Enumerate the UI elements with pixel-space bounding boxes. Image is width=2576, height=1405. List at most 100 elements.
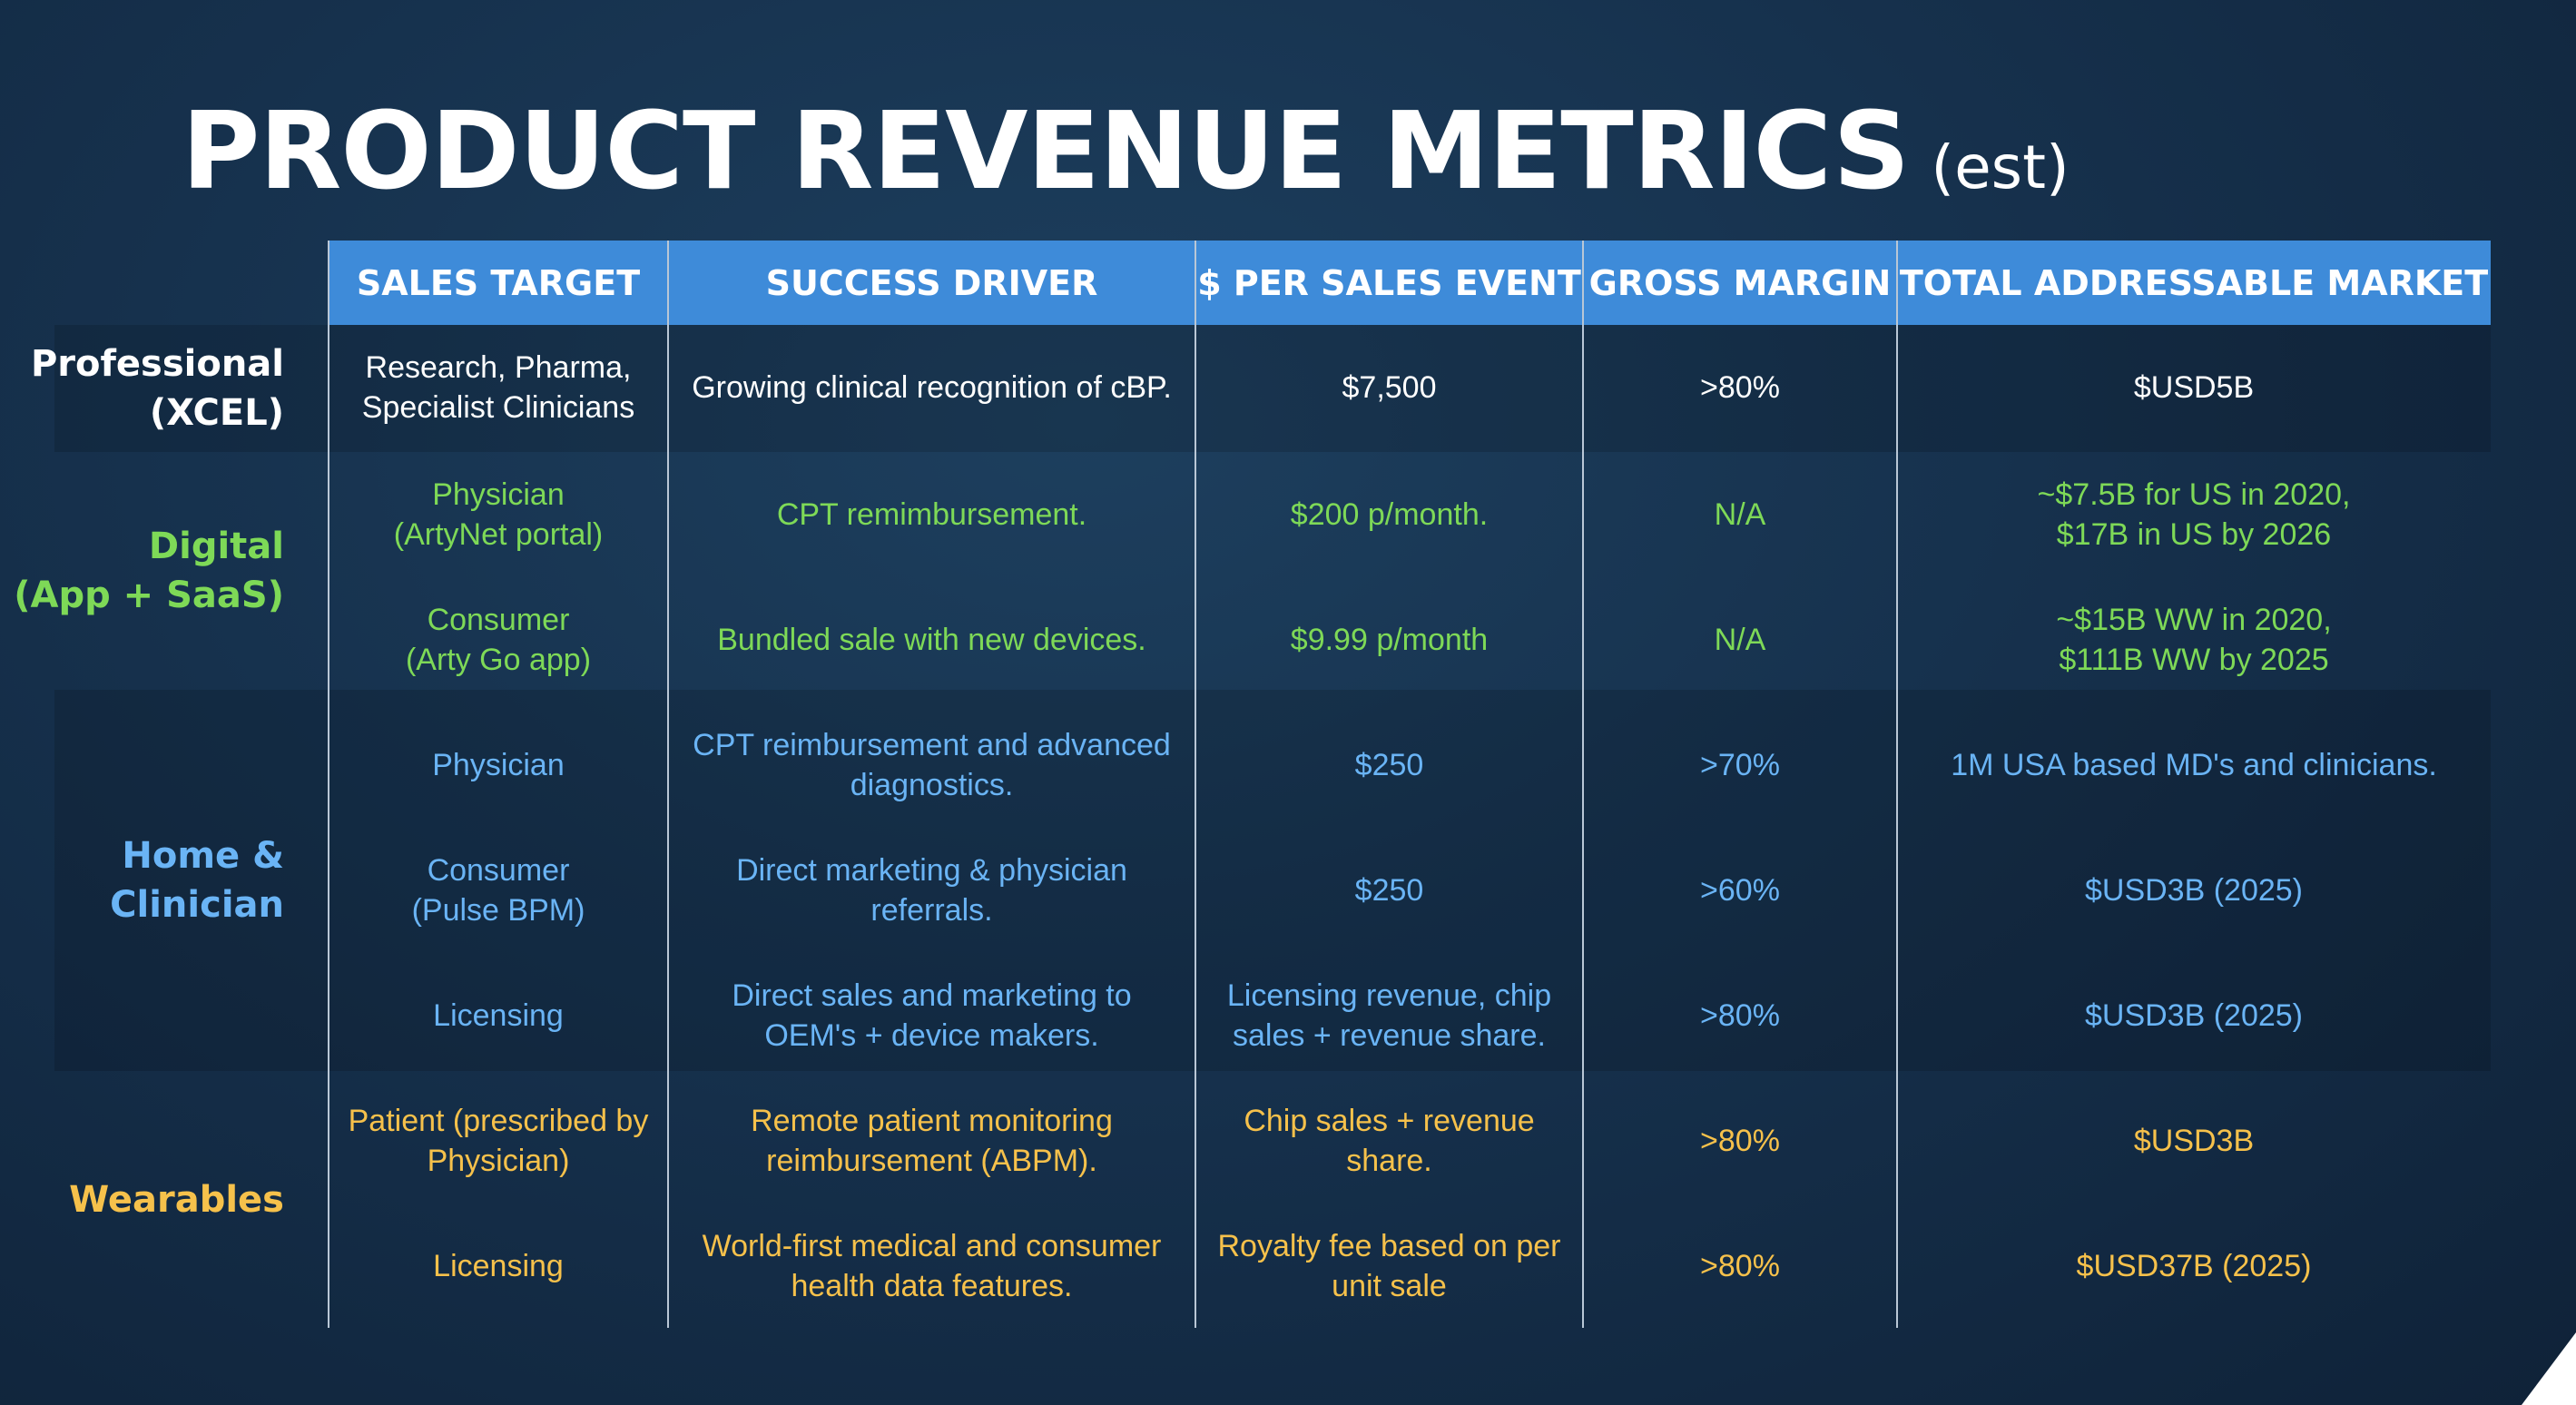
cell-per-sales-event: $250 [1195,702,1583,827]
cell-text: Royalty fee based on per unit sale [1217,1228,1561,1303]
cell-per-sales-event: $200 p/month. [1195,452,1583,576]
cell-text: N/A [1714,496,1766,532]
cell-text: $USD37B (2025) [2076,1248,2312,1283]
cell-gross-margin: >60% [1583,828,1897,952]
header-sales-target: SALES TARGET [356,262,641,303]
cell-text: Licensing [433,997,564,1033]
header-total-addressable-market: TOTAL ADDRESSABLE MARKET [1899,262,2489,303]
cell-total-addressable-market: $USD3B [1897,1078,2491,1203]
cell-sales-target: Physician [329,702,668,827]
cell-per-sales-event: Licensing revenue, chip sales + revenue s… [1195,953,1583,1077]
header-gross-margin: GROSS MARGIN [1588,262,1892,303]
cell-per-sales-event: Chip sales + revenue share. [1195,1078,1583,1203]
cell-sales-target: Licensing [329,953,668,1077]
header-per-sales-event: $ PER SALES EVENT [1197,262,1581,303]
group-label-line: Professional [30,343,284,385]
cell-text: Patient (prescribed by Physician) [348,1103,649,1178]
row-band-professional [54,325,2491,452]
cell-text: Physician [432,747,565,782]
cell-text: Growing clinical recognition of cBP. [692,369,1172,405]
cell-success-driver: CPT remimbursement. [668,452,1195,576]
group-label-line: Home & [122,835,284,877]
group-label-line: Wearables [69,1178,284,1221]
cell-sales-target: Consumer (Arty Go app) [329,577,668,702]
group-label-digital: Digital (App + SaaS) [0,452,284,690]
cell-sales-target: Patient (prescribed by Physician) [329,1078,668,1203]
cell-text: Chip sales + revenue share. [1244,1103,1535,1178]
cell-text: >80% [1700,997,1780,1033]
column-divider [667,241,669,1328]
cell-success-driver: World-first medical and consumer health d… [668,1204,1195,1328]
cell-text: >60% [1700,872,1780,908]
cell-text: Direct sales and marketing to OEM's + dev… [732,978,1132,1053]
cell-gross-margin: >80% [1583,953,1897,1077]
cell-text: Direct marketing & physician referrals. [736,852,1127,928]
cell-text: $USD3B (2025) [2084,872,2303,908]
cell-text: N/A [1714,622,1766,657]
cell-total-addressable-market: $USD37B (2025) [1897,1204,2491,1328]
cell-text: 1M USA based MD's and clinicians. [1951,747,2437,782]
cell-per-sales-event: Royalty fee based on per unit sale [1195,1204,1583,1328]
corner-decoration [2522,1332,2576,1405]
cell-text: >80% [1700,1248,1780,1283]
group-label-line: (XCEL) [149,392,284,434]
cell-text: Licensing revenue, chip sales + revenue s… [1226,978,1552,1053]
cell-gross-margin: >80% [1583,325,1897,449]
cell-sales-target: Consumer (Pulse BPM) [329,828,668,952]
cell-success-driver: Bundled sale with new devices. [668,577,1195,702]
cell-gross-margin: N/A [1583,452,1897,576]
group-label-line: Digital [148,526,284,567]
title-estimate-note: (est) [1931,133,2070,202]
cell-text: CPT remimbursement. [776,496,1087,532]
cell-total-addressable-market: 1M USA based MD's and clinicians. [1897,702,2491,827]
cell-success-driver: Growing clinical recognition of cBP. [668,325,1195,449]
cell-per-sales-event: $7,500 [1195,325,1583,449]
cell-sales-target: Licensing [329,1204,668,1328]
cell-gross-margin: >80% [1583,1078,1897,1203]
group-label-professional: Professional (XCEL) [0,325,284,452]
cell-per-sales-event: $9.99 p/month [1195,577,1583,702]
row-band-home-clinician [54,690,2491,1071]
group-label-line: (App + SaaS) [14,575,284,616]
cell-gross-margin: N/A [1583,577,1897,702]
cell-text: Consumer (Pulse BPM) [411,852,585,928]
cell-text: World-first medical and consumer health d… [702,1228,1162,1303]
cell-success-driver: Remote patient monitoring reimbursement (… [668,1078,1195,1203]
cell-text: Consumer (Arty Go app) [405,602,592,677]
cell-text: Licensing [433,1248,564,1283]
cell-total-addressable-market: $USD3B (2025) [1897,953,2491,1077]
cell-gross-margin: >80% [1583,1204,1897,1328]
cell-success-driver: Direct sales and marketing to OEM's + dev… [668,953,1195,1077]
cell-text: $250 [1354,747,1424,782]
cell-text: ~$15B WW in 2020, $111B WW by 2025 [2056,602,2332,677]
cell-total-addressable-market: ~$15B WW in 2020, $111B WW by 2025 [1897,577,2491,702]
cell-text: >80% [1700,1123,1780,1158]
title-main: PRODUCT REVENUE METRICS [182,88,1910,213]
cell-gross-margin: >70% [1583,702,1897,827]
column-divider [1195,241,1196,1328]
cell-total-addressable-market: $USD5B [1897,325,2491,449]
cell-total-addressable-market: $USD3B (2025) [1897,828,2491,952]
cell-text: Physician (ArtyNet portal) [393,477,604,552]
column-divider [1896,241,1898,1328]
group-label-wearables: Wearables [0,1071,284,1328]
cell-text: $200 p/month. [1290,496,1489,532]
cell-text: Research, Pharma, Specialist Clinicians [361,349,635,425]
cell-text: $USD3B (2025) [2084,997,2303,1033]
cell-text: Bundled sale with new devices. [717,622,1146,657]
column-divider [328,241,329,1328]
cell-per-sales-event: $250 [1195,828,1583,952]
group-label-home-clinician: Home & Clinician [0,690,284,1071]
cell-text: $9.99 p/month [1290,622,1489,657]
column-divider [1582,241,1584,1328]
cell-text: $7,500 [1342,369,1437,405]
cell-total-addressable-market: ~$7.5B for US in 2020, $17B in US by 2026 [1897,452,2491,576]
cell-text: $USD5B [2133,369,2255,405]
cell-text: Remote patient monitoring reimbursement (… [751,1103,1113,1178]
cell-text: CPT reimbursement and advanced diagnostic… [693,727,1171,802]
cell-text: >70% [1700,747,1780,782]
cell-sales-target: Research, Pharma, Specialist Clinicians [329,325,668,449]
table-header-bar [329,241,2491,325]
cell-text: >80% [1700,369,1780,405]
